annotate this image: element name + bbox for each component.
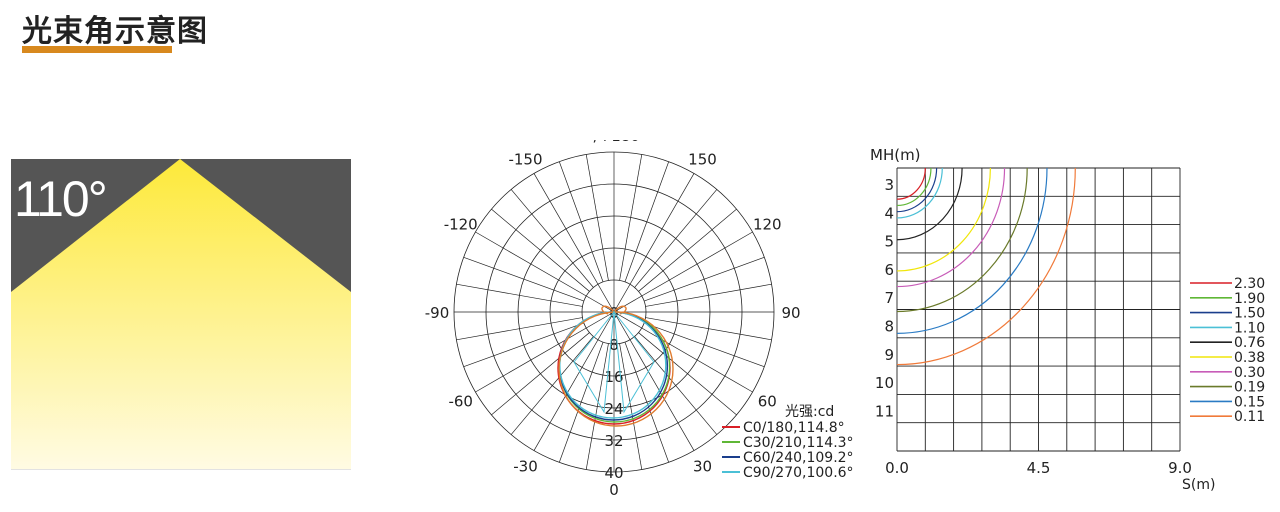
polar-radial-tick-label: 8 <box>609 336 619 354</box>
isolux-y-tick: 8 <box>884 318 894 336</box>
polar-grid-spoke <box>624 161 670 283</box>
polar-angle-label: 0 <box>609 481 619 499</box>
polar-angle-label: 90 <box>781 304 800 322</box>
isolux-x-tick: 9.0 <box>1168 459 1192 477</box>
polar-grid-spoke <box>491 208 590 292</box>
isolux-contour <box>896 167 1028 313</box>
polar-grid-spoke <box>456 283 583 307</box>
polar-legend-label: C60/240,109.2° <box>743 450 854 466</box>
polar-angle-label: -30 <box>513 457 538 475</box>
polar-grid-spoke <box>643 322 765 368</box>
beam-angle-label: 110° <box>14 171 108 227</box>
polar-legend-label: C30/210,114.3° <box>743 435 854 451</box>
polar-angle-label: -120 <box>444 216 478 234</box>
polar-grid-spoke <box>463 322 585 368</box>
isolux-legend-label: 1.90 <box>1234 291 1265 307</box>
polar-radial-tick-label: 32 <box>604 432 623 450</box>
polar-grid-spoke <box>475 311 615 393</box>
polar-grid-spoke <box>619 343 643 470</box>
polar-grid-spoke <box>619 154 643 281</box>
polar-grid-spoke <box>558 341 604 463</box>
isolux-chart: MH(m) S(m) 3 4 5 6 7 8 9 10 11 0.0 4.5 9.0 2.30 1.90 1.5… <box>860 140 1280 512</box>
isolux-y-tick: 9 <box>884 346 894 364</box>
polar-unit-label: 光强:cd <box>785 404 834 420</box>
polar-grid-spoke <box>613 231 753 313</box>
isolux-legend-label: 2.30 <box>1234 276 1265 292</box>
polar-angle-label: -/+180 <box>588 140 640 145</box>
polar-angle-label: -60 <box>448 393 473 411</box>
polar-inner-lobe <box>573 310 615 414</box>
polar-grid-spoke <box>638 208 737 292</box>
polar-grid-spoke <box>533 173 615 313</box>
polar-grid-spoke <box>613 311 753 393</box>
isolux-legend-label: 0.30 <box>1234 365 1265 381</box>
isolux-contour <box>896 167 926 200</box>
polar-grid-spoke <box>634 336 718 435</box>
polar-light-distribution-chart: -/+1801501209060300-30-60-90-120-1500816… <box>400 127 870 512</box>
light-cone <box>11 159 351 469</box>
polar-angle-label: 60 <box>758 393 777 411</box>
polar-angle-label: -90 <box>425 304 450 322</box>
polar-angle-label: 30 <box>693 457 712 475</box>
polar-grid-spoke <box>613 311 695 451</box>
isolux-y-tick: 10 <box>875 374 894 392</box>
isolux-contour <box>896 167 1006 288</box>
polar-radial-tick-label: 40 <box>604 464 623 482</box>
polar-grid-spoke <box>634 189 718 288</box>
beam-angle-illustration <box>11 159 351 469</box>
isolux-contour <box>896 167 932 207</box>
isolux-legend-label: 1.10 <box>1234 320 1265 336</box>
polar-radial-tick-label: 24 <box>604 400 623 418</box>
isolux-contour <box>896 167 1076 366</box>
isolux-legend-label: 0.19 <box>1234 380 1265 396</box>
isolux-contour <box>896 167 991 272</box>
polar-grid-spoke <box>491 332 590 416</box>
title-underline <box>22 46 172 53</box>
polar-grid-spoke <box>645 317 772 341</box>
isolux-contour <box>896 167 963 241</box>
divider <box>11 469 351 470</box>
polar-grid-spoke <box>510 189 594 288</box>
polar-legend-label: C90/270,100.6° <box>743 465 854 481</box>
polar-series-curve-orange <box>558 311 674 427</box>
isolux-y-axis-label: MH(m) <box>870 146 921 164</box>
isolux-y-tick: 7 <box>884 289 894 307</box>
polar-grid-spoke <box>558 161 604 283</box>
polar-radial-tick-label: 16 <box>604 368 623 386</box>
isolux-y-tick: 5 <box>884 233 894 251</box>
page-title: 光束角示意图 <box>22 14 208 49</box>
polar-angle-label: 120 <box>753 216 782 234</box>
polar-grid-spoke <box>638 332 737 416</box>
polar-angle-label: -150 <box>508 151 542 169</box>
isolux-legend-label: 0.38 <box>1234 350 1265 366</box>
polar-angle-label: 150 <box>688 151 717 169</box>
isolux-x-axis-label: S(m) <box>1182 477 1215 493</box>
isolux-legend-label: 0.15 <box>1234 394 1265 410</box>
polar-grid-spoke <box>613 173 695 313</box>
isolux-y-tick: 4 <box>884 204 894 222</box>
polar-grid-spoke <box>456 317 583 341</box>
polar-grid-spoke <box>585 154 609 281</box>
isolux-legend-label: 0.11 <box>1234 409 1265 425</box>
isolux-contour <box>896 167 938 213</box>
isolux-x-tick: 0.0 <box>885 459 909 477</box>
polar-inner-lobe <box>613 310 655 414</box>
polar-grid-spoke <box>533 311 615 451</box>
isolux-x-tick: 4.5 <box>1027 459 1051 477</box>
isolux-y-tick: 6 <box>884 261 894 279</box>
polar-legend-label: C0/180,114.8° <box>743 420 845 436</box>
polar-grid-spoke <box>624 341 670 463</box>
polar-grid-spoke <box>463 256 585 302</box>
isolux-legend-label: 0.76 <box>1234 335 1265 351</box>
polar-grid-spoke <box>643 256 765 302</box>
isolux-y-tick: 11 <box>875 402 894 420</box>
polar-grid-spoke <box>645 283 772 307</box>
isolux-y-tick: 3 <box>884 176 894 194</box>
isolux-legend-label: 1.50 <box>1234 306 1265 322</box>
polar-grid-spoke <box>510 336 594 435</box>
isolux-contour <box>896 167 943 219</box>
polar-grid-spoke <box>585 343 609 470</box>
polar-grid-spoke <box>475 231 615 313</box>
isolux-contour <box>896 167 1048 334</box>
